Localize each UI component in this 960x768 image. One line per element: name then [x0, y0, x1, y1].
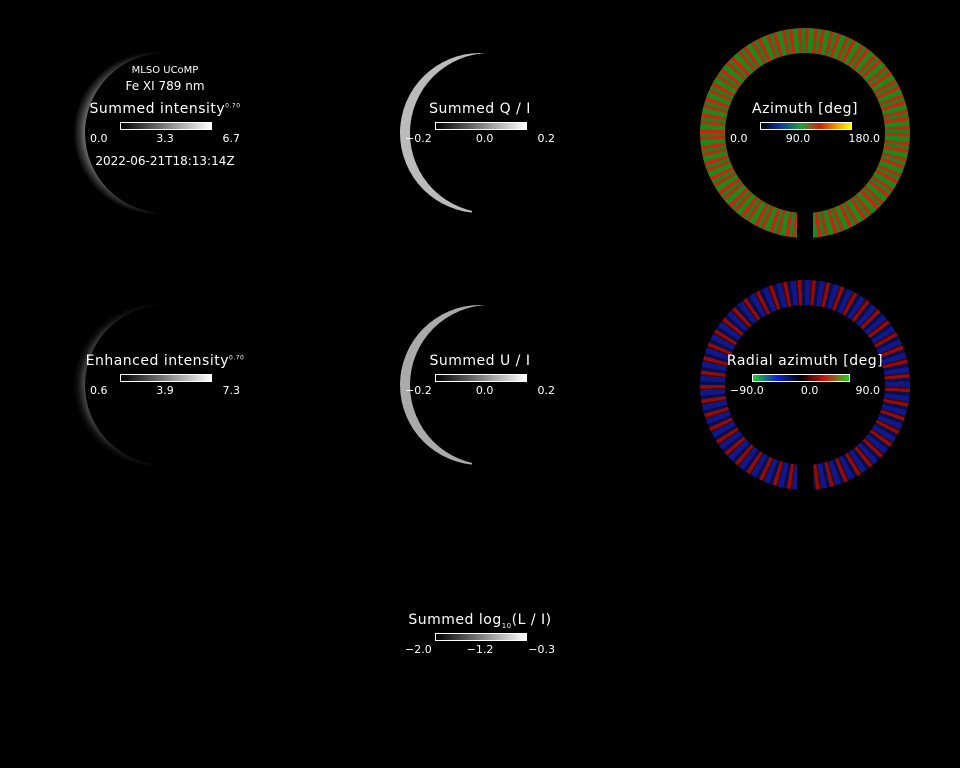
panel-summed-q-i: Summed Q / I −0.2 0.0 0.2	[360, 13, 600, 253]
occulter-post	[157, 460, 173, 490]
panel-summed-log-l-i: Summed log10(L / I) −2.0 −1.2 −0.3	[360, 520, 600, 760]
panel-title: Summed Q / I	[429, 101, 531, 117]
colorbar	[435, 122, 527, 130]
colorbar	[752, 374, 850, 382]
panel-title: Summed log10(L / I)	[408, 612, 552, 630]
colorbar	[760, 122, 852, 130]
occulter-post	[472, 208, 488, 238]
colorbar-ticks: 0.6 3.9 7.3	[90, 384, 240, 397]
occulter-post	[797, 208, 813, 238]
occulter-post	[797, 460, 813, 490]
occulter-disk	[85, 53, 245, 213]
line-label: Fe XI 789 nm	[125, 79, 205, 93]
colorbar	[120, 374, 212, 382]
occulter-disk	[85, 305, 245, 465]
instrument-label: MLSO UCoMP	[131, 65, 199, 76]
colorbar-ticks: 0.0 90.0 180.0	[730, 132, 880, 145]
occulter-post	[472, 460, 488, 490]
colorbar-ticks: −0.2 0.0 0.2	[405, 132, 555, 145]
panel-title: Enhanced intensity0.70	[85, 353, 245, 369]
panel-title: Summed U / I	[429, 353, 531, 369]
panel-title: Summed intensity0.70	[89, 101, 241, 117]
occulter-post	[472, 715, 488, 745]
panel-enhanced-intensity: Enhanced intensity0.70 0.6 3.9 7.3	[45, 265, 285, 505]
colorbar	[120, 122, 212, 130]
colorbar-ticks: 0.0 3.3 6.7	[90, 132, 240, 145]
occulter-disk	[410, 305, 570, 465]
panel-summed-u-i: Summed U / I −0.2 0.0 0.2	[360, 265, 600, 505]
occulter-disk	[410, 53, 570, 213]
panel-title: Azimuth [deg]	[752, 101, 858, 117]
colorbar-ticks: −90.0 0.0 90.0	[730, 384, 880, 397]
panel-radial-azimuth: Radial azimuth [deg] −90.0 0.0 90.0	[685, 265, 925, 505]
occulter-disk	[725, 305, 885, 465]
panel-title: Radial azimuth [deg]	[726, 353, 884, 369]
panel-azimuth: Azimuth [deg] 0.0 90.0 180.0	[685, 13, 925, 253]
colorbar	[435, 633, 527, 641]
colorbar	[435, 374, 527, 382]
occulter-post	[157, 208, 173, 238]
colorbar-ticks: −2.0 −1.2 −0.3	[405, 643, 555, 656]
colorbar-ticks: −0.2 0.0 0.2	[405, 384, 555, 397]
occulter-disk	[725, 53, 885, 213]
panel-summed-intensity: MLSO UCoMP Fe XI 789 nm Summed intensity…	[45, 13, 285, 253]
timestamp: 2022-06-21T18:13:14Z	[95, 154, 235, 168]
